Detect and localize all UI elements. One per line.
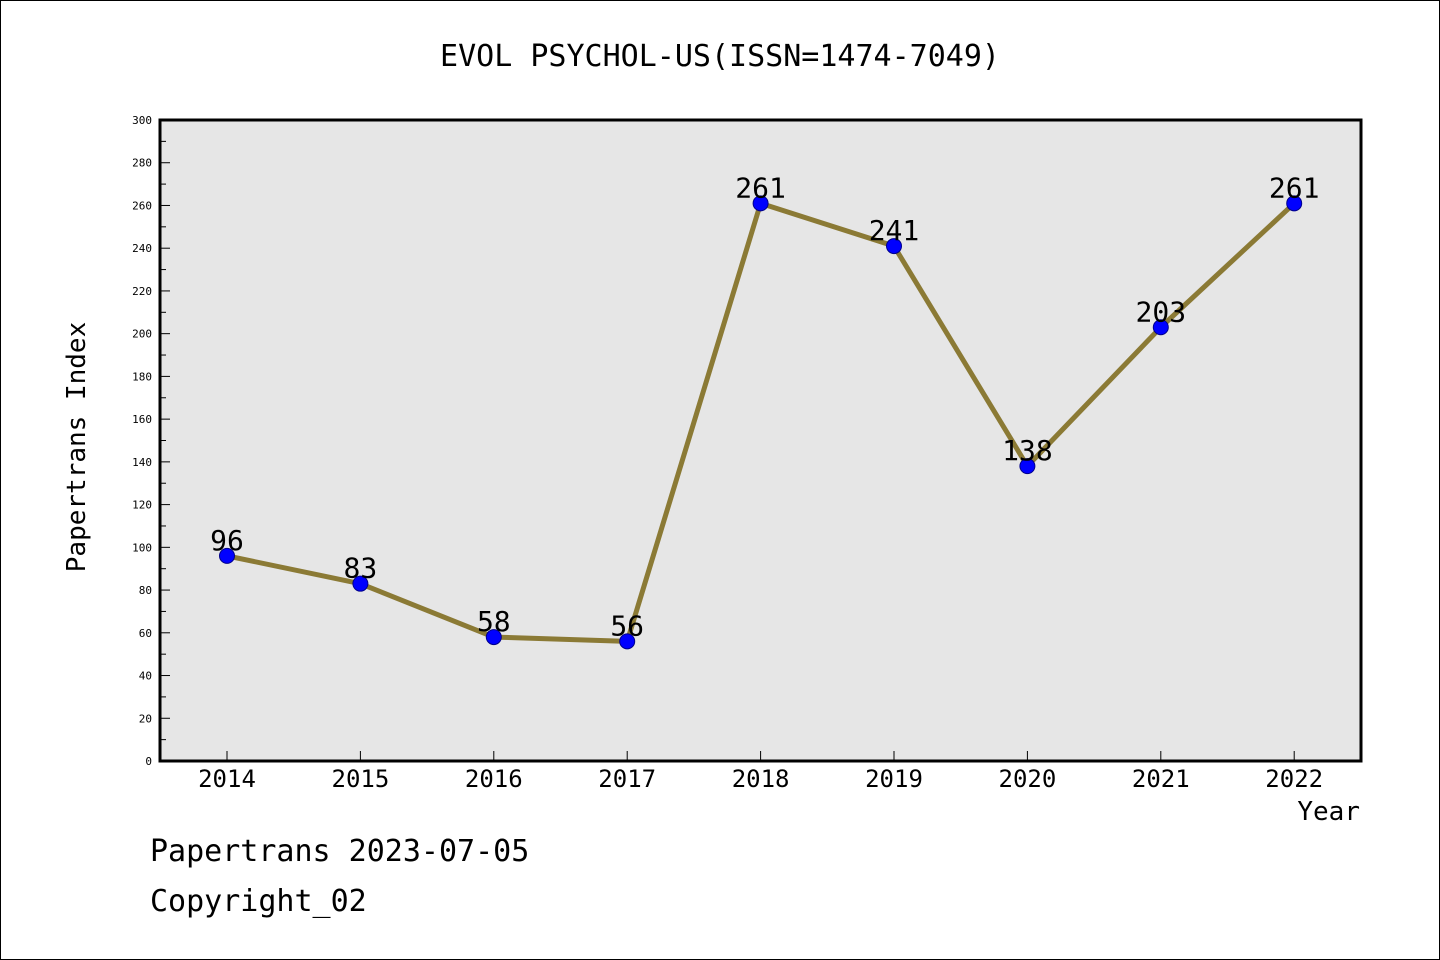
x-tick-label: 2018 xyxy=(732,765,790,793)
x-tick-label: 2016 xyxy=(465,765,523,793)
data-point xyxy=(619,633,636,650)
data-point xyxy=(1152,319,1169,336)
data-labels-group: 96 83 58 56 261 241 138 203 261 xyxy=(210,171,1319,642)
data-label: 203 xyxy=(1136,295,1187,328)
y-tick-label: 260 xyxy=(132,199,152,212)
markers-group xyxy=(219,195,1303,650)
data-point xyxy=(752,195,769,212)
x-axis: 2014 2015 2016 2017 2018 2019 2020 2021 2022 xyxy=(198,751,1323,793)
y-tick-label: 140 xyxy=(132,456,152,469)
data-label: 261 xyxy=(735,171,786,204)
data-label: 56 xyxy=(610,609,644,642)
data-label: 58 xyxy=(477,605,511,638)
data-point xyxy=(1286,195,1303,212)
data-label: 138 xyxy=(1002,434,1053,467)
y-tick-label: 160 xyxy=(132,413,152,426)
data-label: 83 xyxy=(344,552,378,585)
y-tick-label: 100 xyxy=(132,541,152,554)
data-point xyxy=(1019,458,1036,475)
x-tick-label: 2021 xyxy=(1132,765,1190,793)
x-tick-label: 2017 xyxy=(598,765,656,793)
x-axis-label: Year xyxy=(1297,797,1360,827)
x-tick-label: 2015 xyxy=(332,765,390,793)
x-tick-label: 2022 xyxy=(1265,765,1323,793)
footer-copyright: Copyright_02 xyxy=(150,884,367,919)
data-point xyxy=(352,575,369,592)
y-tick-label: 280 xyxy=(132,157,152,170)
y-tick-label: 120 xyxy=(132,499,152,512)
x-tick-label: 2019 xyxy=(865,765,923,793)
x-tick-label: 2014 xyxy=(198,765,256,793)
y-tick-label: 60 xyxy=(139,627,152,640)
plot-area xyxy=(158,118,1363,763)
y-tick-label: 200 xyxy=(132,328,152,341)
y-tick-label: 20 xyxy=(139,712,152,725)
y-tick-label: 40 xyxy=(139,670,152,683)
data-label: 241 xyxy=(869,214,920,247)
y-axis: 0 20 40 60 80 100 120 140 160 180 200 220 240 260 280 3… xyxy=(132,114,170,768)
data-label: 261 xyxy=(1269,171,1320,204)
data-point xyxy=(219,547,235,564)
data-point xyxy=(886,238,902,255)
y-tick-label: 80 xyxy=(139,584,152,597)
y-tick-label: 220 xyxy=(132,285,152,298)
chart-title: EVOL PSYCHOL-US(ISSN=1474-7049) xyxy=(440,39,1000,74)
data-label: 96 xyxy=(210,524,244,557)
footer-date: Papertrans 2023-07-05 xyxy=(150,834,530,869)
x-tick-label: 2020 xyxy=(999,765,1057,793)
data-point xyxy=(485,629,502,646)
y-tick-label: 0 xyxy=(145,755,152,768)
y-tick-label: 300 xyxy=(132,114,152,127)
y-tick-label: 240 xyxy=(132,242,152,255)
y-axis-label: Papertrans Index xyxy=(62,322,92,572)
y-tick-label: 180 xyxy=(132,370,152,383)
